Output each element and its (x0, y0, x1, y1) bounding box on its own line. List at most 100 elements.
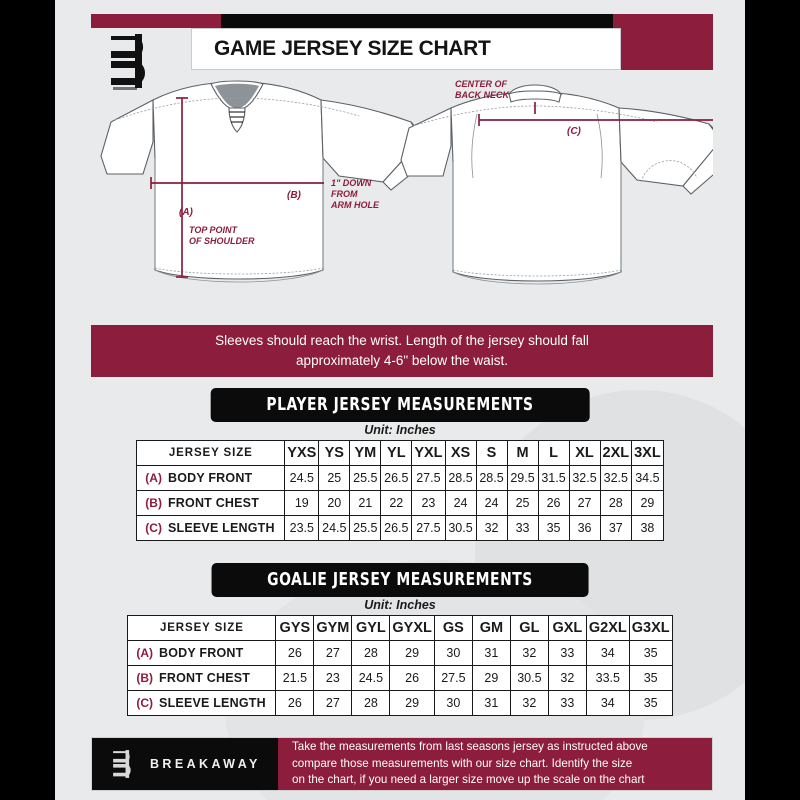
cell-value: 25 (506, 490, 539, 516)
cell-value: 22 (380, 490, 413, 516)
player-measurements-table: JERSEY SIZE YXS YS YM YL YXL XS S M L XL 2XL 3XL (A) B… (136, 440, 664, 541)
row-label-body-front: (A) BODY FRONT (127, 640, 277, 666)
cell-value: 38 (631, 515, 664, 541)
cell-value: 24.5 (351, 665, 391, 691)
cell-value: 29 (471, 665, 511, 691)
cell-value: 26 (275, 690, 315, 716)
header-size-g2xl: G2XL (585, 615, 630, 641)
strip-segment-maroon-right (613, 14, 713, 28)
cell-value: 36 (568, 515, 601, 541)
cell-value: 35 (628, 665, 673, 691)
cell-value: 34.5 (631, 465, 664, 491)
header-size-3xl: 3XL (631, 440, 664, 466)
cell-value: 26 (537, 490, 570, 516)
header-size-gyxl: GYXL (389, 615, 435, 641)
cell-value: 19 (284, 490, 320, 516)
cell-value: 32 (509, 690, 549, 716)
goalie-measurements-table: JERSEY SIZE GYS GYM GYL GYXL GS GM GL GXL G2XL G3X… (127, 615, 673, 716)
back-label-c-line2: BACK NECK (455, 90, 511, 100)
row-label-text: BODY FRONT (167, 471, 253, 485)
cell-value: 24.5 (284, 465, 320, 491)
table-row: (A) BODY FRONT 24.5 25 25.5 26.5 27.5 28.5 28.5 2… (136, 465, 664, 491)
cell-value: 34 (585, 690, 630, 716)
table-header-row: JERSEY SIZE GYS GYM GYL GYXL GS GM GL GXL G2XL G3X… (127, 615, 673, 641)
strip-segment-black (221, 14, 613, 28)
header-logo (91, 28, 191, 90)
banner-line-2: approximately 4-6" below the waist. (296, 353, 508, 368)
row-tag: (B) (136, 671, 154, 685)
footer-brand-name: BREAKAWAY (150, 757, 261, 771)
cell-value: 24 (444, 490, 477, 516)
table-row: (C) SLEEVE LENGTH 23.5 24.5 25.5 26.5 27.5 30.5… (136, 515, 664, 541)
cell-value: 33 (547, 690, 587, 716)
cell-value: 20 (318, 490, 351, 516)
cell-value: 33.5 (585, 665, 630, 691)
page-title: GAME JERSEY SIZE CHART (214, 37, 491, 60)
cell-value: 26.5 (380, 515, 413, 541)
row-label-body-front: (A) BODY FRONT (136, 465, 286, 491)
header-size-m: M (506, 440, 539, 466)
row-label-sleeve-length: (C) SLEEVE LENGTH (136, 515, 286, 541)
row-label-front-chest: (B) FRONT CHEST (127, 665, 277, 691)
header-size-gm: GM (471, 615, 511, 641)
cell-value: 33 (547, 640, 587, 666)
cell-value: 21 (349, 490, 382, 516)
header-size-yl: YL (380, 440, 413, 466)
cell-value: 30.5 (444, 515, 477, 541)
header-size-ys: YS (318, 440, 351, 466)
cell-value: 32 (547, 665, 587, 691)
header-size-yxl: YXL (411, 440, 446, 466)
table-row: (C) SLEEVE LENGTH 26 27 28 29 30 31 32 33 34 35 (127, 690, 673, 716)
page-footer: BREAKAWAY Take the measurements from las… (91, 737, 713, 791)
cell-value: 35 (628, 640, 673, 666)
footer-instructions: Take the measurements from last seasons … (278, 738, 712, 790)
table-row: (B) FRONT CHEST 19 20 21 22 23 24 24 25 26 27 28 29 (136, 490, 664, 516)
row-tag: (C) (136, 696, 154, 710)
breakaway-b-monogram-icon (113, 750, 131, 778)
row-label-text: FRONT CHEST (167, 496, 260, 510)
cell-value: 32.5 (599, 465, 633, 491)
front-label-b-line3: ARM HOLE (330, 200, 380, 210)
row-label-text: SLEEVE LENGTH (167, 521, 275, 535)
header-size-2xl: 2XL (599, 440, 633, 466)
header-size-l: L (537, 440, 570, 466)
cell-value: 35 (628, 690, 673, 716)
table-header-row: JERSEY SIZE YXS YS YM YL YXL XS S M L XL 2XL 3XL (136, 440, 664, 466)
cell-value: 27.5 (411, 515, 446, 541)
cell-value: 21.5 (275, 665, 315, 691)
row-tag: (A) (136, 646, 154, 660)
cell-value: 27 (568, 490, 601, 516)
cell-value: 34 (585, 640, 630, 666)
front-label-a-tag: (A) (179, 207, 194, 218)
top-color-strip (91, 14, 713, 28)
header-size-s: S (475, 440, 508, 466)
cell-value: 31.5 (537, 465, 570, 491)
header-size-yxs: YXS (284, 440, 320, 466)
cell-value: 37 (599, 515, 633, 541)
footer-line-2: compare those measurements with our size… (292, 756, 633, 770)
row-tag: (A) (145, 471, 162, 485)
cell-value: 23 (411, 490, 446, 516)
cell-value: 33 (506, 515, 539, 541)
header-size-gxl: GXL (547, 615, 587, 641)
header-jersey-size: JERSEY SIZE (136, 440, 286, 466)
table-row: (A) BODY FRONT 26 27 28 29 30 31 32 33 34 35 (127, 640, 673, 666)
header-size-xs: XS (444, 440, 477, 466)
cell-value: 31 (471, 640, 511, 666)
banner-line-1: Sleeves should reach the wrist. Length o… (215, 333, 589, 349)
page-header: GAME JERSEY SIZE CHART (91, 28, 713, 90)
cell-value: 29.5 (506, 465, 539, 491)
row-tag: (C) (145, 521, 162, 535)
cell-value: 25.5 (349, 465, 382, 491)
front-label-b-tag: (B) (287, 190, 302, 201)
cell-value: 30.5 (509, 665, 549, 691)
front-label-a-line2: OF SHOULDER (189, 236, 255, 246)
row-label-text: FRONT CHEST (159, 671, 251, 685)
row-tag: (B) (145, 496, 162, 510)
table-row: (B) FRONT CHEST 21.5 23 24.5 26 27.5 29 30.5 32 33… (127, 665, 673, 691)
header-size-gyl: GYL (351, 615, 391, 641)
back-label-c-tag: (C) (567, 126, 582, 137)
cell-value: 28 (351, 690, 391, 716)
cell-value: 28 (351, 640, 391, 666)
footer-line-1: Take the measurements from last seasons … (292, 740, 648, 754)
